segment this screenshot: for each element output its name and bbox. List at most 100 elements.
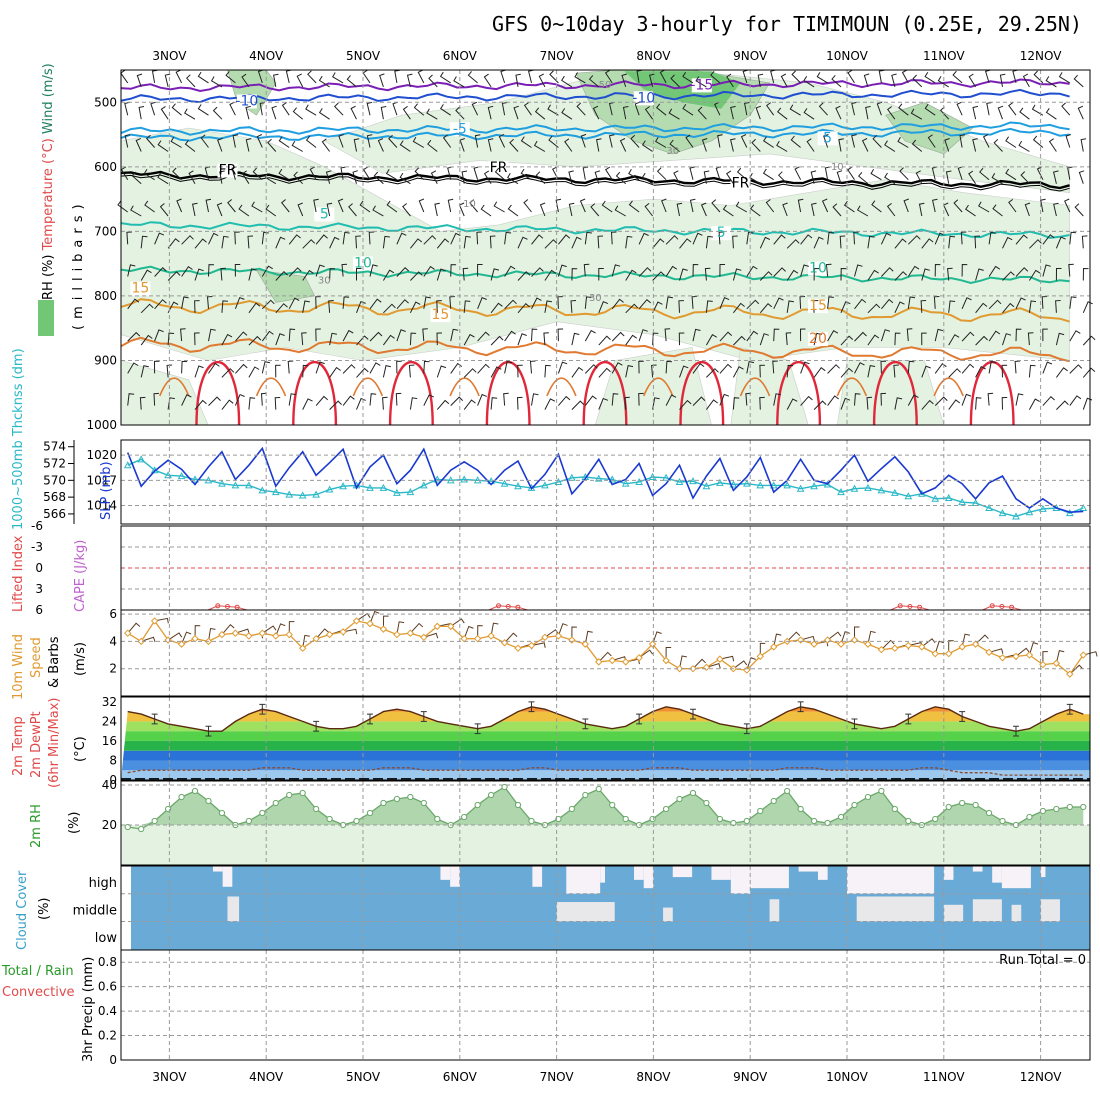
surface-isotherm xyxy=(546,377,577,397)
surface-isotherm xyxy=(836,377,868,397)
wind-speed-point xyxy=(258,629,267,637)
wind-barb xyxy=(655,136,667,148)
wind-barb xyxy=(221,333,233,346)
wind-barb xyxy=(181,360,188,374)
wind-barb xyxy=(676,202,683,217)
rh-point xyxy=(1053,805,1060,813)
wind-barb xyxy=(580,133,587,148)
wind-barb xyxy=(342,231,350,245)
wind-barb xyxy=(624,396,630,410)
isotherm-label-bg xyxy=(691,78,712,93)
wind-barb xyxy=(171,103,182,116)
wind-barb xyxy=(483,170,492,184)
wind-barb xyxy=(436,332,443,346)
wind-barb xyxy=(918,202,925,217)
wind-barb xyxy=(786,398,798,410)
wind-tick-label: 6 xyxy=(109,607,117,621)
wind-speed-point xyxy=(1039,660,1047,669)
wind-barb xyxy=(447,198,454,213)
wind-barb xyxy=(127,264,136,277)
wind-barb xyxy=(1042,328,1048,342)
wind-barb-10m xyxy=(652,631,662,645)
cloud-mid xyxy=(972,899,1002,922)
wind-speed-point xyxy=(998,654,1007,662)
wind-barb xyxy=(621,73,627,88)
wind-barb-10m xyxy=(881,639,895,650)
wind-speed-point xyxy=(366,619,374,628)
wind-barb xyxy=(369,264,378,277)
wind-barb xyxy=(315,264,325,277)
wind-barb xyxy=(965,204,976,217)
wind-barb xyxy=(356,268,362,281)
wind-barb xyxy=(588,75,600,88)
wind-barb xyxy=(776,140,788,152)
wind-barb xyxy=(838,138,844,152)
cloud-mid xyxy=(769,899,780,922)
wind-barb xyxy=(166,364,173,378)
precip-tick-label: 0 xyxy=(109,1053,117,1067)
rh-point xyxy=(945,803,952,811)
wind-barb xyxy=(921,365,931,378)
thickness-point xyxy=(366,483,374,491)
wind-barb xyxy=(813,332,822,346)
wind-barb xyxy=(305,104,317,116)
wind-barb-10m xyxy=(194,625,201,639)
thickness-point xyxy=(716,478,724,486)
panel-frame xyxy=(120,609,1091,697)
wind-barb xyxy=(867,235,875,249)
thickness-point xyxy=(393,488,401,496)
wind-barb xyxy=(176,198,183,213)
wind-barb xyxy=(423,296,431,309)
wind-barb xyxy=(598,301,609,313)
wind-barb xyxy=(1033,70,1044,84)
wind-barb xyxy=(682,72,694,84)
thickness-point xyxy=(621,479,630,487)
wind-label-1: 10m Wind xyxy=(11,634,26,700)
wind-barb xyxy=(988,265,1001,277)
wind-barb xyxy=(234,231,240,245)
wind-barb xyxy=(346,75,357,88)
wind-barb xyxy=(167,301,179,314)
wind-barb xyxy=(293,171,304,185)
wind-barb xyxy=(534,107,546,120)
wind-barb xyxy=(592,105,600,120)
minmax-errorbar xyxy=(582,718,589,730)
wind-barb xyxy=(978,201,990,213)
wind-barb xyxy=(988,299,1002,310)
wind-barb xyxy=(886,203,896,217)
wind-barb xyxy=(450,362,463,374)
wind-barb xyxy=(611,331,625,342)
wind-barb xyxy=(729,138,736,152)
wind-barb-10m xyxy=(598,651,612,663)
precip-label-3: 3hr Precip (mm) xyxy=(81,957,96,1062)
wind-barb xyxy=(800,234,813,245)
wind-barb xyxy=(652,271,665,281)
cloud-high xyxy=(1040,866,1046,878)
wind-barb xyxy=(436,300,442,313)
wind-barb xyxy=(153,392,160,406)
wind-speed-point xyxy=(931,649,939,658)
isotherm-label-bg xyxy=(730,176,751,191)
thickness-point xyxy=(904,492,913,500)
li-point xyxy=(999,604,1005,609)
wind-barb xyxy=(678,300,684,313)
wind-barb-10m xyxy=(786,631,801,642)
wind-barb xyxy=(733,335,746,346)
minmax-errorbar xyxy=(797,701,804,713)
li-point xyxy=(917,604,923,610)
wind-barb-10m xyxy=(396,621,405,635)
wind-barb xyxy=(356,397,366,410)
wind-barb xyxy=(863,73,870,88)
wind-barb xyxy=(197,104,209,116)
wind-barb xyxy=(235,363,248,374)
wind-speed-point xyxy=(487,632,495,640)
wind-barb xyxy=(746,330,759,342)
wind-barb xyxy=(1055,268,1062,281)
wind-barb xyxy=(999,73,1006,87)
wind-speed-point xyxy=(877,645,886,654)
minmax-errorbar xyxy=(313,720,320,732)
wind-barb xyxy=(1056,400,1069,410)
wind-barb xyxy=(450,232,461,245)
wind-barb xyxy=(261,330,274,342)
wind-barb xyxy=(477,264,483,277)
